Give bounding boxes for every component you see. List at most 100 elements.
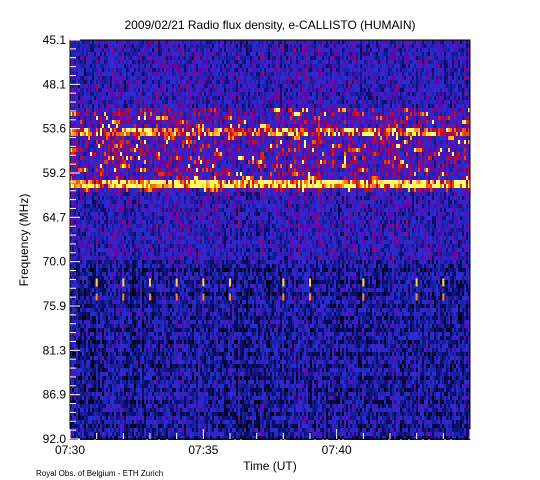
spectrogram-cell [160, 108, 162, 112]
spectrogram-cell [88, 68, 90, 72]
spectrogram-cell [342, 56, 344, 60]
spectrogram-cell [424, 96, 426, 100]
spectrogram-cell [228, 52, 230, 56]
spectrogram-cell [70, 108, 72, 112]
spectrogram-cell [166, 68, 168, 72]
spectrogram-cell [262, 92, 264, 96]
spectrogram-cell [376, 48, 378, 52]
spectrogram-cell [192, 76, 194, 80]
spectrogram-cell [86, 80, 88, 84]
spectrogram-cell [266, 44, 268, 48]
spectrogram-cell [244, 108, 246, 112]
spectrogram-cell [144, 60, 146, 64]
spectrogram-cell [294, 116, 296, 120]
spectrogram-cell [330, 88, 332, 92]
spectrogram-cell [204, 72, 206, 76]
spectrogram-cell [386, 96, 388, 100]
spectrogram-cell [254, 88, 256, 92]
spectrogram-cell [264, 52, 266, 56]
spectrogram-cell [308, 92, 310, 96]
spectrogram-cell [278, 124, 280, 128]
spectrogram-cell [270, 132, 272, 136]
spectrogram-cell [370, 48, 372, 52]
spectrogram-cell [404, 88, 406, 92]
spectrogram-cell [358, 124, 360, 128]
spectrogram-cell [292, 76, 294, 80]
spectrogram-cell [94, 136, 96, 140]
spectrogram-cell [196, 124, 198, 128]
spectrogram-cell [288, 80, 290, 84]
spectrogram-cell [388, 64, 390, 68]
spectrogram-cells [70, 40, 470, 440]
spectrogram-cell [306, 88, 308, 92]
spectrogram-cell [96, 96, 98, 100]
spectrogram-cell [158, 120, 160, 124]
spectrogram-cell [236, 48, 238, 52]
spectrogram-cell [342, 76, 344, 80]
spectrogram-cell [256, 84, 258, 88]
spectrogram-cell [418, 48, 420, 52]
spectrogram-cell [452, 136, 454, 140]
spectrogram-cell [136, 80, 138, 84]
spectrogram-cell [246, 88, 248, 92]
spectrogram-cell [178, 80, 180, 84]
spectrogram-cell [422, 124, 424, 128]
spectrogram-cell [464, 96, 466, 100]
spectrogram-cell [414, 120, 416, 124]
spectrogram-cell [308, 60, 310, 64]
spectrogram-cell [296, 88, 298, 92]
spectrogram-cell [148, 56, 150, 60]
spectrogram-cell [164, 84, 166, 88]
spectrogram-cell [316, 56, 318, 60]
spectrogram-cell [308, 104, 310, 108]
spectrogram-cell [312, 116, 314, 120]
spectrogram-cell [76, 132, 78, 136]
spectrogram-cell [462, 68, 464, 72]
spectrogram-cell [304, 84, 306, 88]
spectrogram-cell [388, 132, 390, 136]
spectrogram-cell [110, 56, 112, 60]
spectrogram-cell [254, 72, 256, 76]
spectrogram-cell [74, 84, 76, 88]
spectrogram-cell [84, 52, 86, 56]
spectrogram-cell [180, 128, 182, 132]
spectrogram-cell [404, 40, 406, 44]
spectrogram-cell [248, 80, 250, 84]
spectrogram-cell [448, 132, 450, 136]
spectrogram-cell [168, 72, 170, 76]
spectrogram-cell [440, 100, 442, 104]
spectrogram-cell [386, 68, 388, 72]
spectrogram-cell [416, 88, 418, 92]
spectrogram-cell [446, 60, 448, 64]
spectrogram-cell [382, 124, 384, 128]
spectrogram-cell [192, 60, 194, 64]
spectrogram-cell [294, 124, 296, 128]
spectrogram-cell [266, 112, 268, 116]
spectrogram-cell [466, 108, 468, 112]
spectrogram-cell [412, 52, 414, 56]
spectrogram-cell [328, 44, 330, 48]
spectrogram-cell [192, 136, 194, 140]
spectrogram-cell [190, 68, 192, 72]
spectrogram-cell [284, 120, 286, 124]
spectrogram-cell [178, 88, 180, 92]
spectrogram-cell [90, 48, 92, 52]
spectrogram-cell [302, 128, 304, 132]
spectrogram-cell [368, 60, 370, 64]
spectrogram-cell [188, 56, 190, 60]
spectrogram-cell [70, 72, 72, 76]
spectrogram-cell [242, 120, 244, 124]
spectrogram-cell [114, 116, 116, 120]
spectrogram-cell [208, 76, 210, 80]
spectrogram-cell [214, 116, 216, 120]
spectrogram-cell [358, 104, 360, 108]
spectrogram-cell [186, 44, 188, 48]
spectrogram-cell [410, 40, 412, 44]
spectrogram-cell [260, 72, 262, 76]
spectrogram-cell [452, 108, 454, 112]
spectrogram-cell [274, 48, 276, 52]
spectrogram-cell [98, 64, 100, 68]
spectrogram-cell [154, 112, 156, 116]
spectrogram-cell [464, 52, 466, 56]
spectrogram-cell [116, 44, 118, 48]
